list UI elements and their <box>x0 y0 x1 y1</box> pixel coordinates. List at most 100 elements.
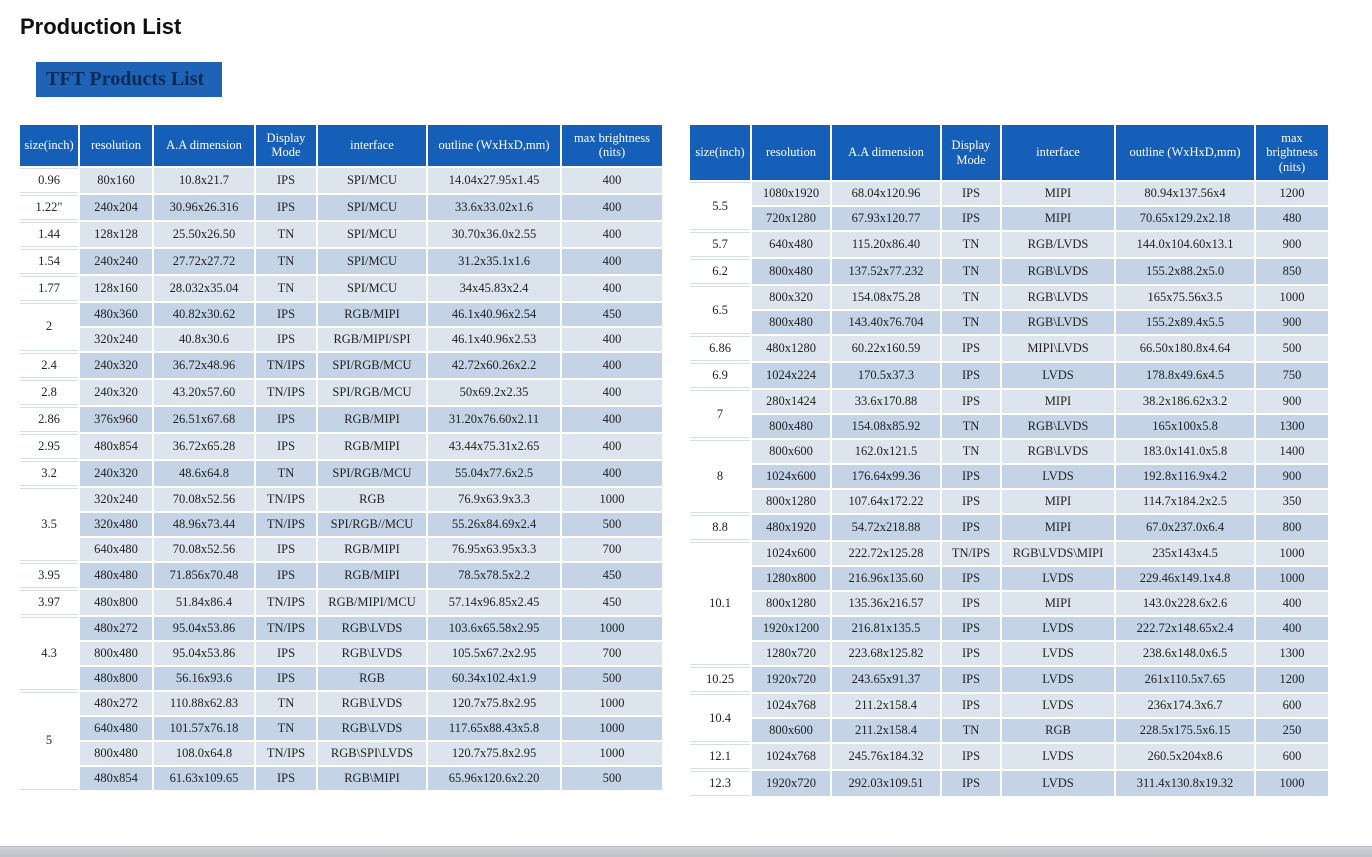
data-cell: MIPI <box>1002 515 1114 540</box>
table-row: 800x480154.08x85.92TNRGB\LVDS165x100x5.8… <box>690 415 1328 438</box>
data-cell: MIPI <box>1002 490 1114 513</box>
data-cell: 1000 <box>562 692 662 715</box>
data-cell: 31.2x35.1x1.6 <box>428 249 560 274</box>
data-cell: 70.08x52.56 <box>154 488 254 511</box>
size-cell: 1.22" <box>20 195 78 220</box>
data-cell: 31.20x76.60x2.11 <box>428 407 560 432</box>
data-cell: 27.72x27.72 <box>154 249 254 274</box>
data-cell: 311.4x130.8x19.32 <box>1116 771 1254 796</box>
table-row: 5.51080x192068.04x120.96IPSMIPI80.94x137… <box>690 182 1328 205</box>
data-cell: LVDS <box>1002 617 1114 640</box>
data-cell: LVDS <box>1002 567 1114 590</box>
data-cell: IPS <box>256 407 316 432</box>
data-cell: 222.72x148.65x2.4 <box>1116 617 1254 640</box>
data-cell: 480x800 <box>80 667 152 690</box>
data-cell: 1000 <box>1256 567 1328 590</box>
table-row: 4.3480x27295.04x53.86TN/IPSRGB\LVDS103.6… <box>20 617 662 640</box>
data-cell: 211.2x158.4 <box>832 719 940 742</box>
data-cell: 143.0x228.6x2.6 <box>1116 592 1254 615</box>
table-row: 320x24040.8x30.6IPSRGB/MIPI/SPI46.1x40.9… <box>20 328 662 351</box>
size-cell: 3.5 <box>20 488 78 561</box>
data-cell: IPS <box>942 336 1000 361</box>
data-cell: 223.68x125.82 <box>832 642 940 665</box>
data-cell: TN/IPS <box>256 617 316 640</box>
data-cell: 165x100x5.8 <box>1116 415 1254 438</box>
data-cell: 850 <box>1256 259 1328 284</box>
size-cell: 3.2 <box>20 461 78 486</box>
data-cell: 33.6x33.02x1.6 <box>428 195 560 220</box>
data-cell: 26.51x67.68 <box>154 407 254 432</box>
table-row: 3.2240x32048.6x64.8TNSPI/RGB/MCU55.04x77… <box>20 461 662 486</box>
data-cell: IPS <box>942 617 1000 640</box>
data-cell: 229.46x149.1x4.8 <box>1116 567 1254 590</box>
data-cell: 480x480 <box>80 563 152 588</box>
size-cell: 8 <box>690 440 750 513</box>
data-cell: 110.88x62.83 <box>154 692 254 715</box>
data-cell: 400 <box>562 195 662 220</box>
data-cell: 115.20x86.40 <box>832 232 940 257</box>
data-cell: SPI/RGB/MCU <box>318 353 426 378</box>
data-cell: 40.82x30.62 <box>154 303 254 326</box>
data-cell: 95.04x53.86 <box>154 617 254 640</box>
data-cell: MIPI <box>1002 592 1114 615</box>
table-row: 8800x600162.0x121.5TNRGB\LVDS183.0x141.0… <box>690 440 1328 463</box>
data-cell: LVDS <box>1002 465 1114 488</box>
table-row: 6.2800x480137.52x77.232TNRGB\LVDS155.2x8… <box>690 259 1328 284</box>
data-cell: 67.93x120.77 <box>832 207 940 230</box>
data-cell: 114.7x184.2x2.5 <box>1116 490 1254 513</box>
data-cell: 480x360 <box>80 303 152 326</box>
size-cell: 10.4 <box>690 694 750 742</box>
data-cell: 235x143x4.5 <box>1116 542 1254 565</box>
data-cell: 400 <box>562 353 662 378</box>
table-row: 2.4240x32036.72x48.96TN/IPSSPI/RGB/MCU42… <box>20 353 662 378</box>
data-cell: 1920x1200 <box>752 617 830 640</box>
data-cell: 1024x768 <box>752 694 830 717</box>
right-table-slot: size(inch)resolutionA.A dimensionDisplay… <box>688 123 1330 798</box>
size-cell: 8.8 <box>690 515 750 540</box>
data-cell: 900 <box>1256 465 1328 488</box>
size-cell: 12.3 <box>690 771 750 796</box>
col-header: size(inch) <box>690 125 750 180</box>
data-cell: 640x480 <box>80 538 152 561</box>
data-cell: 105.5x67.2x2.95 <box>428 642 560 665</box>
data-cell: 55.26x84.69x2.4 <box>428 513 560 536</box>
data-cell: 10.8x21.7 <box>154 168 254 193</box>
data-cell: 400 <box>562 407 662 432</box>
data-cell: IPS <box>256 303 316 326</box>
data-cell: RGB <box>1002 719 1114 742</box>
size-cell: 6.9 <box>690 363 750 388</box>
data-cell: TN <box>942 311 1000 334</box>
table-row: 12.31920x720292.03x109.51IPSLVDS311.4x13… <box>690 771 1328 796</box>
size-cell: 5 <box>20 692 78 790</box>
data-cell: 80.94x137.56x4 <box>1116 182 1254 205</box>
data-cell: 720x1280 <box>752 207 830 230</box>
size-cell: 6.5 <box>690 286 750 334</box>
data-cell: 48.6x64.8 <box>154 461 254 486</box>
data-cell: 480x854 <box>80 434 152 459</box>
data-cell: 800x480 <box>752 311 830 334</box>
table-row: 6.86480x128060.22x160.59IPSMIPI\LVDS66.5… <box>690 336 1328 361</box>
table-row: 640x48070.08x52.56IPSRGB/MIPI76.95x63.95… <box>20 538 662 561</box>
data-cell: RGB <box>318 667 426 690</box>
data-cell: RGB/MIPI <box>318 434 426 459</box>
data-cell: 400 <box>562 249 662 274</box>
data-cell: 900 <box>1256 232 1328 257</box>
data-cell: RGB\LVDS <box>1002 259 1114 284</box>
data-cell: 400 <box>562 222 662 247</box>
table-row: 10.11024x600222.72x125.28TN/IPSRGB\LVDS\… <box>690 542 1328 565</box>
left-table-slot: size(inch)resolutionA.A dimensionDisplay… <box>18 123 664 792</box>
data-cell: TN <box>942 719 1000 742</box>
data-cell: 800x480 <box>752 415 830 438</box>
col-header: interface <box>318 125 426 166</box>
data-cell: 222.72x125.28 <box>832 542 940 565</box>
col-header: max brightness (nits) <box>1256 125 1328 180</box>
data-cell: 500 <box>562 767 662 790</box>
data-cell: 50x69.2x2.35 <box>428 380 560 405</box>
data-cell: RGB/MIPI/SPI <box>318 328 426 351</box>
data-cell: 500 <box>562 513 662 536</box>
table-row: 1024x600176.64x99.36IPSLVDS192.8x116.9x4… <box>690 465 1328 488</box>
data-cell: 240x204 <box>80 195 152 220</box>
data-cell: 1200 <box>1256 182 1328 205</box>
data-cell: IPS <box>942 567 1000 590</box>
data-cell: 66.50x180.8x4.64 <box>1116 336 1254 361</box>
